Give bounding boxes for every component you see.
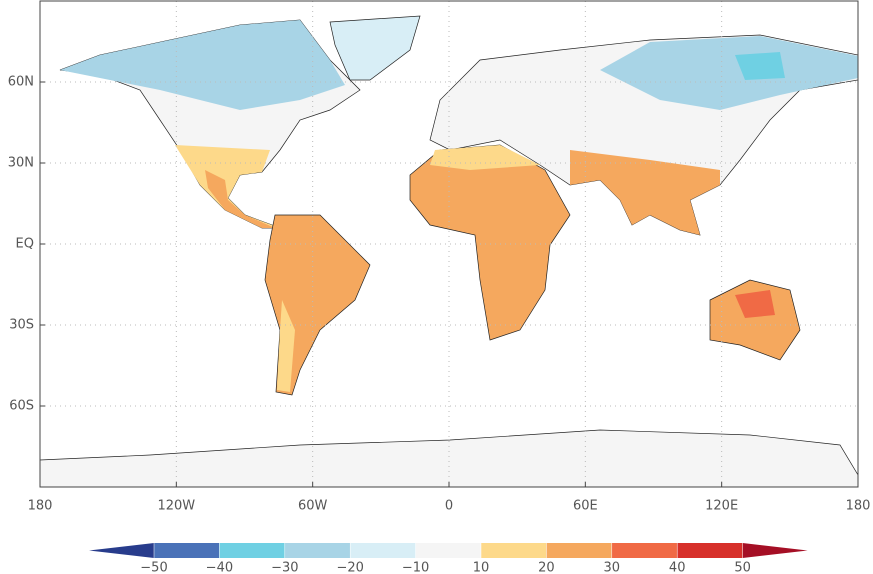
colorbar-box [284,543,351,558]
x-tick-label: 180 [846,499,871,514]
antarctica [39,429,859,488]
colorbar-box [154,543,220,558]
y-tick-label: 60N [8,75,34,90]
colorbar-box [677,543,743,558]
south-asia [570,150,720,235]
y-tick-label: 30S [9,318,34,333]
y-tick-label: EQ [16,237,34,252]
north-america-cold [60,20,345,110]
central-america [205,170,275,228]
south-america-cool [277,300,295,392]
greenland [329,15,421,81]
x-tick-label: 120E [705,499,738,514]
colorbar-label: −20 [336,561,363,574]
x-tick-label: 60E [573,499,598,514]
colorbar-label: 30 [604,561,621,574]
colorbar-box [219,543,285,558]
colorbar-label: 50 [734,561,751,574]
colorbar-box [546,543,612,558]
australia [709,279,801,361]
asia-cold [600,36,858,110]
colorbar: −50 −40 −30 −20 −10 10 20 30 40 50 [89,543,808,574]
siberia-cold [735,52,785,80]
colorbar-label: 10 [473,561,490,574]
colorbar-label: −30 [271,561,298,574]
colorbar-label: 40 [669,561,686,574]
y-tick-label: 30N [8,156,34,171]
x-tick-label: 120W [157,499,195,514]
north-africa [430,145,540,170]
y-tick-label: 60S [9,399,34,414]
north-america-warm [175,145,280,228]
map-frame [39,0,859,488]
colorbar-over [742,543,808,558]
colorbar-label: −40 [206,561,233,574]
colorbar-box [481,543,547,558]
x-tick-label: 180 [28,499,53,514]
x-tick-label: 60W [298,499,328,514]
colorbar-box [611,543,678,558]
colorbar-label: −10 [402,561,429,574]
land-masses [39,15,859,488]
x-tick-label: 0 [445,499,453,514]
colorbar-label: 20 [538,561,555,574]
colorbar-box [350,543,416,558]
africa [409,144,571,341]
colorbar-under [89,543,154,558]
colorbar-box [415,543,481,558]
central-australia [735,290,775,318]
colorbar-label: −50 [140,561,167,574]
